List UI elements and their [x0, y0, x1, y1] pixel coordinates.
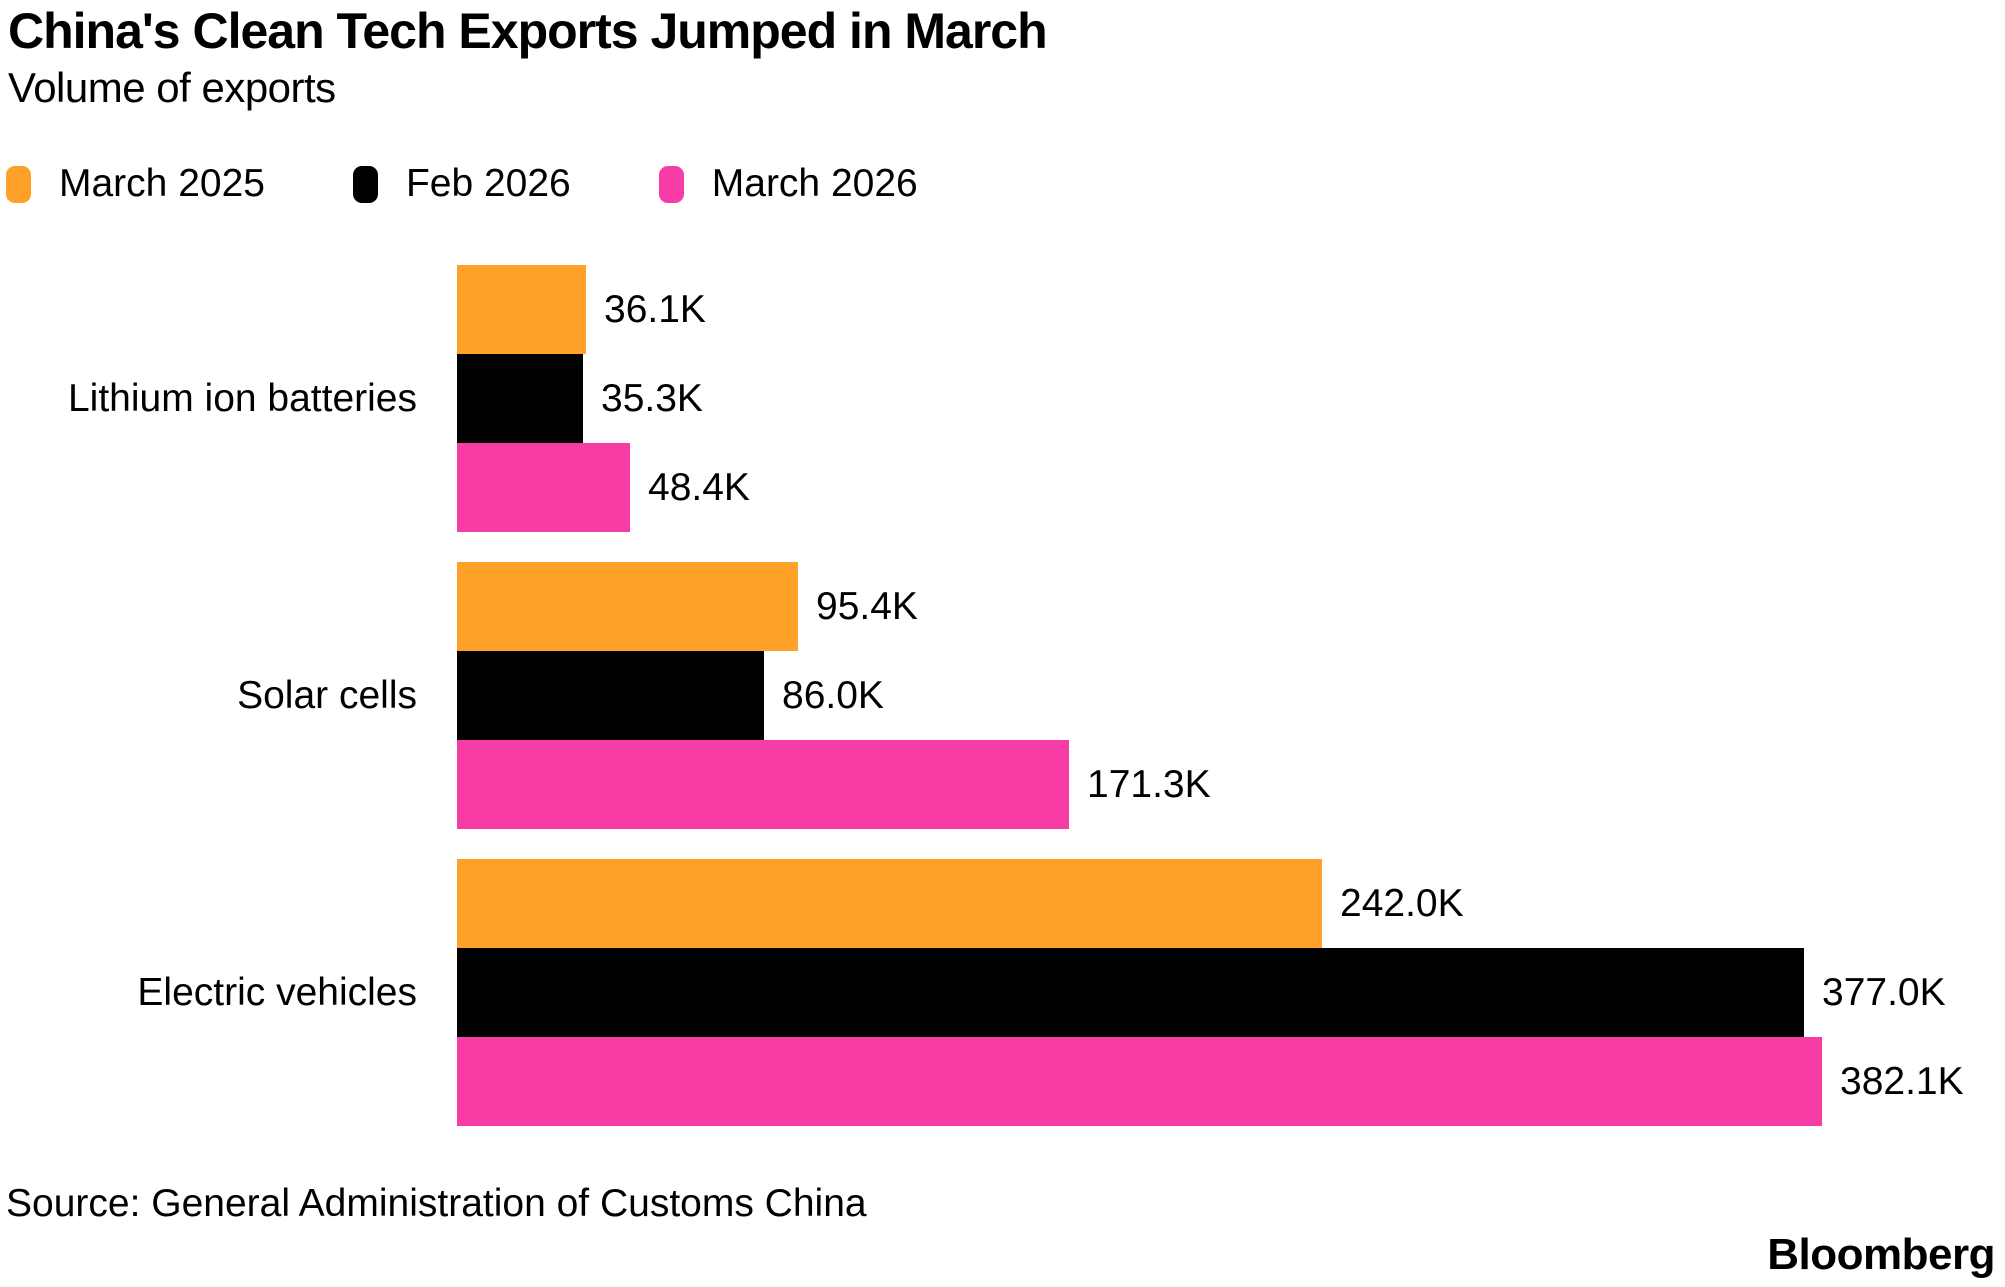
- legend-swatch-icon: [352, 165, 378, 203]
- bar-row: 242.0K: [457, 859, 2005, 948]
- bar-chart: Lithium ion batteries 36.1K 35.3K 48.4K Sola…: [0, 265, 2005, 1126]
- bar-value-label: 95.4K: [816, 584, 918, 628]
- legend-item: Feb 2026: [352, 162, 571, 206]
- legend-label: March 2025: [59, 162, 265, 205]
- bar: [457, 740, 1069, 829]
- legend-swatch-icon: [658, 165, 684, 203]
- bar-row: 382.1K: [457, 1037, 2005, 1126]
- bar-value-label: 377.0K: [1822, 970, 1946, 1014]
- bar-row: 36.1K: [457, 265, 2005, 354]
- bar-row: 95.4K: [457, 562, 2005, 651]
- legend-item: March 2025: [6, 162, 265, 206]
- legend-swatch-icon: [6, 165, 31, 203]
- bar: [457, 354, 583, 443]
- bar-value-label: 86.0K: [782, 673, 884, 717]
- bar-row: 86.0K: [457, 651, 2005, 740]
- legend-label: Feb 2026: [405, 162, 571, 205]
- bar-value-label: 171.3K: [1087, 762, 1211, 806]
- bar-group: Solar cells 95.4K 86.0K 171.3K: [0, 562, 2005, 829]
- bar-group: Lithium ion batteries 36.1K 35.3K 48.4K: [0, 265, 2005, 532]
- bloomberg-logo: Bloomberg: [1767, 1230, 1995, 1279]
- category-label: Solar cells: [237, 673, 417, 717]
- category-label-cell: Solar cells: [0, 562, 457, 829]
- bar: [457, 265, 586, 354]
- bar-value-label: 36.1K: [604, 287, 706, 331]
- bar-row: 48.4K: [457, 443, 2005, 532]
- category-label: Lithium ion batteries: [67, 376, 417, 420]
- category-label: Electric vehicles: [137, 970, 417, 1014]
- bar: [457, 948, 1804, 1037]
- bar-group: Electric vehicles 242.0K 377.0K 382.1K: [0, 859, 2005, 1126]
- legend: March 2025 Feb 2026 March 2026: [6, 162, 918, 206]
- bar: [457, 859, 1322, 948]
- bar-row: 35.3K: [457, 354, 2005, 443]
- bar-value-label: 242.0K: [1340, 881, 1464, 925]
- legend-item: March 2026: [658, 162, 918, 206]
- legend-label: March 2026: [711, 162, 918, 205]
- bar: [457, 1037, 1822, 1126]
- category-label-cell: Lithium ion batteries: [0, 265, 457, 532]
- bar-value-label: 35.3K: [601, 376, 703, 420]
- chart-subtitle: Volume of exports: [8, 64, 336, 111]
- bar: [457, 443, 630, 532]
- bars-cell: 36.1K 35.3K 48.4K: [457, 265, 2005, 532]
- bars-cell: 242.0K 377.0K 382.1K: [457, 859, 2005, 1126]
- category-label-cell: Electric vehicles: [0, 859, 457, 1126]
- bar-value-label: 382.1K: [1840, 1059, 1964, 1103]
- bars-cell: 95.4K 86.0K 171.3K: [457, 562, 2005, 829]
- bar-value-label: 48.4K: [648, 465, 750, 509]
- bar-row: 377.0K: [457, 948, 2005, 1037]
- bar-row: 171.3K: [457, 740, 2005, 829]
- source-note: Source: General Administration of Custom…: [6, 1182, 867, 1225]
- bar: [457, 651, 764, 740]
- bar: [457, 562, 798, 651]
- chart-title: China's Clean Tech Exports Jumped in Mar…: [8, 3, 1048, 59]
